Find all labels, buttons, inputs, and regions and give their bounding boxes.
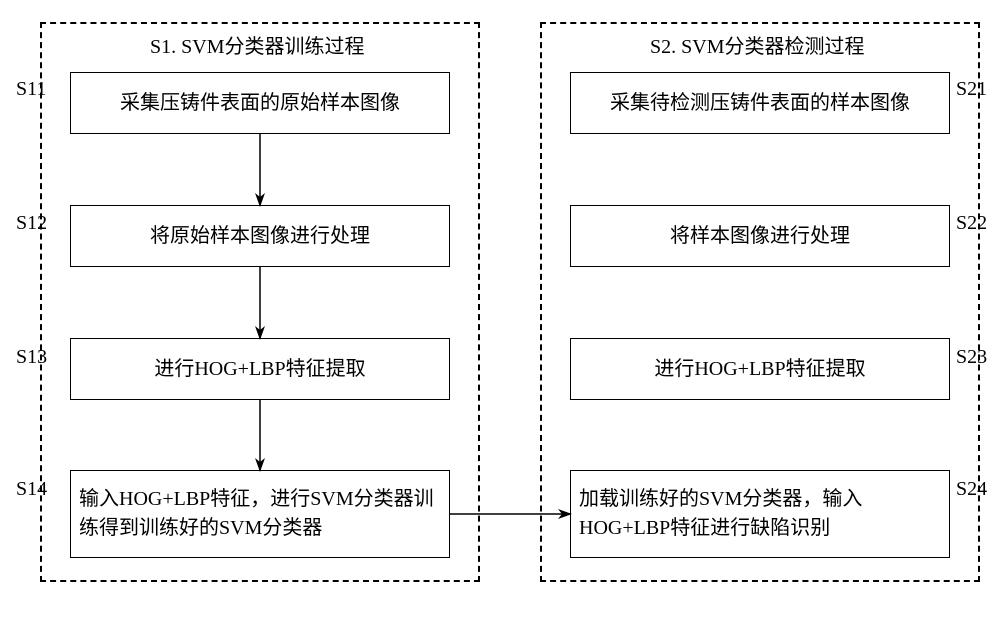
panel-detection-title: S2. SVM分类器检测过程 bbox=[650, 30, 864, 59]
step-text-s22: 将样本图像进行处理 bbox=[670, 222, 850, 251]
step-text-s13: 进行HOG+LBP特征提取 bbox=[154, 355, 365, 384]
step-text-s24: 加载训练好的SVM分类器，输入HOG+LBP特征进行缺陷识别 bbox=[579, 485, 941, 543]
step-label-s21: S21 bbox=[956, 78, 987, 101]
step-label-s23: S23 bbox=[956, 346, 987, 369]
step-label-s13: S13 bbox=[16, 346, 47, 369]
step-text-s12: 将原始样本图像进行处理 bbox=[150, 222, 370, 251]
step-label-s11: S11 bbox=[16, 78, 46, 101]
step-text-s23: 进行HOG+LBP特征提取 bbox=[654, 355, 865, 384]
step-box-s21: 采集待检测压铸件表面的样本图像 bbox=[570, 72, 950, 134]
step-label-s14: S14 bbox=[16, 478, 47, 501]
step-text-s14: 输入HOG+LBP特征，进行SVM分类器训练得到训练好的SVM分类器 bbox=[79, 485, 441, 543]
step-box-s14: 输入HOG+LBP特征，进行SVM分类器训练得到训练好的SVM分类器 bbox=[70, 470, 450, 558]
step-box-s24: 加载训练好的SVM分类器，输入HOG+LBP特征进行缺陷识别 bbox=[570, 470, 950, 558]
step-box-s12: 将原始样本图像进行处理 bbox=[70, 205, 450, 267]
step-label-s22: S22 bbox=[956, 212, 987, 235]
step-text-s11: 采集压铸件表面的原始样本图像 bbox=[120, 89, 400, 118]
step-text-s21: 采集待检测压铸件表面的样本图像 bbox=[610, 89, 910, 118]
step-label-s24: S24 bbox=[956, 478, 987, 501]
panel-training-title: S1. SVM分类器训练过程 bbox=[150, 30, 364, 59]
step-box-s13: 进行HOG+LBP特征提取 bbox=[70, 338, 450, 400]
diagram-canvas: S1. SVM分类器训练过程 S2. SVM分类器检测过程 S11 采集压铸件表… bbox=[0, 0, 1000, 629]
step-box-s22: 将样本图像进行处理 bbox=[570, 205, 950, 267]
step-label-s12: S12 bbox=[16, 212, 47, 235]
step-box-s11: 采集压铸件表面的原始样本图像 bbox=[70, 72, 450, 134]
step-box-s23: 进行HOG+LBP特征提取 bbox=[570, 338, 950, 400]
